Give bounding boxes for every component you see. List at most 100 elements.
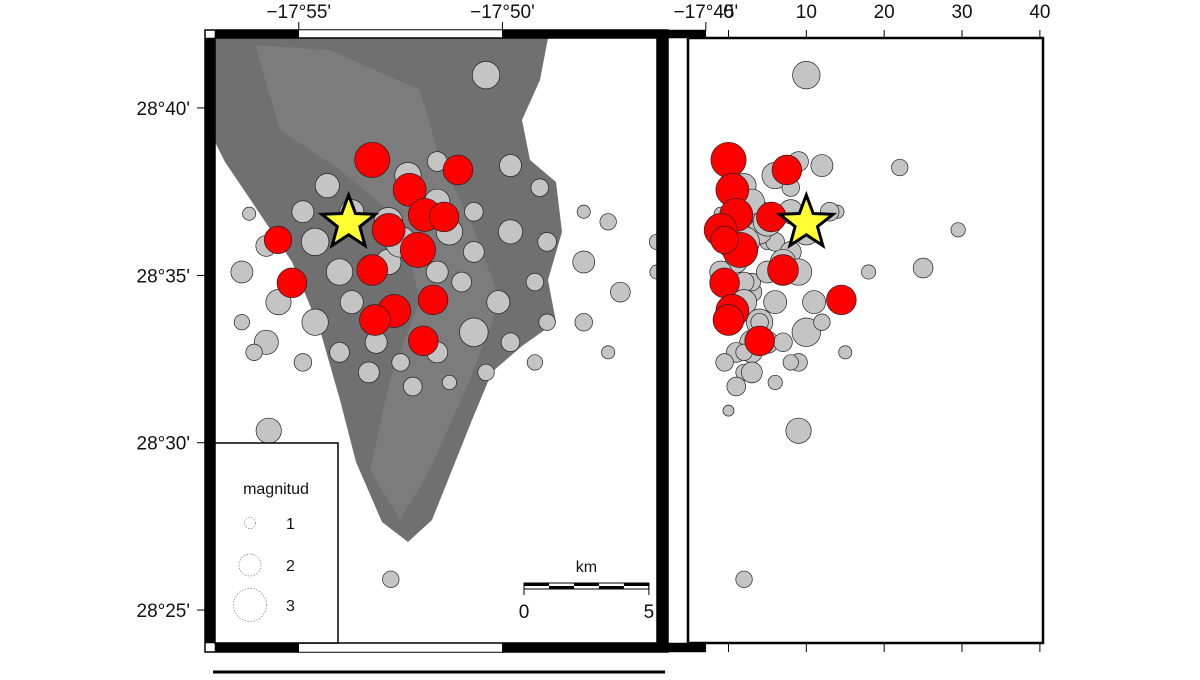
event (425, 260, 449, 284)
y-tick-label: 28°35' (137, 266, 191, 287)
event-depth (912, 257, 934, 279)
event (293, 353, 313, 372)
event (599, 213, 617, 231)
legend-label: 2 (286, 558, 295, 575)
event (538, 313, 556, 331)
border-segment (214, 642, 300, 653)
event (291, 200, 315, 224)
border-segment (298, 642, 503, 653)
y-tick-label: 28°40' (137, 99, 191, 120)
event (442, 154, 474, 186)
event (399, 231, 436, 268)
event (314, 173, 340, 199)
event (392, 173, 427, 207)
legend: 1 2 3 (233, 516, 295, 622)
scale-bar-label: 0 (519, 602, 530, 623)
event (382, 570, 400, 588)
event-depth (810, 154, 834, 177)
event-depth (813, 313, 831, 331)
scale-bar-segment (598, 586, 624, 589)
event (574, 313, 593, 332)
event-depth (785, 417, 812, 444)
map-events (230, 61, 748, 588)
event-depth (767, 254, 799, 286)
event (301, 227, 330, 256)
event-depth (891, 158, 909, 177)
x-tick-label: −17°50' (470, 2, 535, 23)
event (339, 290, 364, 315)
event-depth (710, 225, 739, 254)
depth-tick-label: 0 (723, 2, 734, 23)
event (576, 204, 591, 219)
event-depth (792, 61, 821, 90)
event-depth (861, 264, 877, 280)
mainshock-depth (775, 190, 838, 250)
event-depth (710, 141, 747, 178)
event-depth (767, 374, 783, 390)
depth-tick-label: 10 (796, 2, 817, 23)
event-depth (763, 290, 788, 315)
event-depth (715, 353, 734, 372)
event (526, 354, 543, 371)
scale-bar-segment (623, 583, 649, 586)
event (408, 325, 439, 357)
event-depth (741, 361, 763, 384)
event (610, 281, 631, 303)
x-tick-label: −17°55' (266, 2, 331, 23)
event-depth (802, 290, 827, 315)
event (525, 272, 545, 292)
event (471, 61, 501, 90)
event-depth (712, 304, 745, 336)
event (417, 284, 449, 316)
event (255, 417, 282, 444)
event (391, 353, 410, 372)
event (356, 254, 389, 286)
event-depth (773, 332, 793, 353)
event (464, 202, 484, 222)
event (263, 225, 293, 254)
event (371, 213, 406, 247)
event (486, 290, 511, 315)
map-frame (214, 37, 658, 644)
legend-box (214, 442, 339, 644)
event-depth (791, 317, 821, 347)
event (737, 405, 748, 416)
y-tick-label: 28°25' (137, 601, 191, 622)
event-depth (950, 222, 966, 238)
event (358, 361, 380, 384)
event (498, 219, 523, 245)
map-area (215, 38, 748, 588)
border-segment (214, 29, 300, 39)
event (572, 250, 596, 274)
event (325, 258, 354, 286)
event (301, 308, 329, 336)
depth-events (703, 61, 966, 588)
event-depth (782, 354, 799, 371)
scale-bar-label: 5 (644, 602, 655, 623)
event-depth (744, 325, 775, 357)
scale-bar-segment (524, 583, 549, 586)
legend-label: 3 (286, 598, 295, 615)
event (441, 374, 457, 390)
legend-label: 1 (286, 516, 295, 533)
event (403, 376, 423, 397)
event-depth (826, 284, 857, 316)
depth-frame (686, 36, 1045, 645)
mainshock (317, 190, 380, 250)
event-depth (771, 154, 803, 186)
legend-symbol (233, 588, 267, 622)
event (601, 345, 616, 360)
event (354, 141, 391, 178)
event (428, 201, 460, 233)
event (242, 206, 257, 221)
border-segment (204, 37, 216, 611)
scale-bar-segment (548, 586, 574, 589)
legend-symbol (238, 553, 262, 577)
scale-bar-segment (573, 583, 599, 586)
y-tick-label: 28°30' (137, 434, 191, 455)
scale-bar: km 0 5 (519, 559, 654, 623)
border-segment (502, 29, 707, 39)
event-depth (726, 376, 746, 397)
event-depth (709, 267, 740, 299)
